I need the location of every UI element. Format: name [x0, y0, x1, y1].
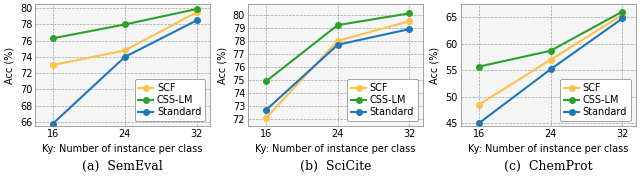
SCF [262, 117, 269, 119]
SCF [49, 64, 57, 66]
CSS-LM [618, 10, 626, 13]
Standard [406, 28, 413, 30]
Line: SCF: SCF [50, 10, 200, 68]
X-axis label: Ky: Number of instance per class: Ky: Number of instance per class [255, 144, 415, 154]
Legend: SCF, CSS-LM, Standard: SCF, CSS-LM, Standard [134, 80, 205, 121]
X-axis label: Ky: Number of instance per class: Ky: Number of instance per class [42, 144, 203, 154]
Line: CSS-LM: CSS-LM [476, 9, 625, 69]
Line: SCF: SCF [476, 12, 625, 108]
Legend: SCF, CSS-LM, Standard: SCF, CSS-LM, Standard [561, 80, 631, 121]
SCF [618, 14, 626, 16]
Line: CSS-LM: CSS-LM [263, 11, 412, 84]
CSS-LM [334, 24, 342, 26]
SCF [193, 11, 200, 13]
Line: CSS-LM: CSS-LM [50, 6, 200, 41]
Text: (c)  ChemProt: (c) ChemProt [504, 160, 593, 173]
Standard [121, 56, 129, 58]
CSS-LM [262, 80, 269, 83]
SCF [334, 40, 342, 42]
Line: Standard: Standard [476, 16, 625, 126]
CSS-LM [49, 37, 57, 39]
Y-axis label: Acc (%): Acc (%) [4, 46, 14, 84]
Text: (b)  SciCite: (b) SciCite [300, 160, 371, 173]
Standard [618, 17, 626, 20]
Line: Standard: Standard [50, 18, 200, 126]
Standard [547, 68, 554, 70]
SCF [475, 104, 483, 106]
CSS-LM [475, 66, 483, 68]
Y-axis label: Acc (%): Acc (%) [430, 46, 440, 84]
CSS-LM [547, 50, 554, 52]
CSS-LM [193, 8, 200, 10]
Line: SCF: SCF [263, 18, 412, 121]
Standard [49, 122, 57, 125]
SCF [406, 20, 413, 22]
Standard [193, 19, 200, 21]
Line: Standard: Standard [263, 26, 412, 113]
Y-axis label: Acc (%): Acc (%) [217, 46, 227, 84]
SCF [547, 59, 554, 61]
Legend: SCF, CSS-LM, Standard: SCF, CSS-LM, Standard [348, 80, 418, 121]
SCF [121, 49, 129, 51]
Standard [334, 44, 342, 46]
CSS-LM [121, 23, 129, 26]
CSS-LM [406, 12, 413, 14]
Standard [475, 122, 483, 124]
Text: (a)  SemEval: (a) SemEval [82, 160, 163, 173]
Standard [262, 109, 269, 111]
X-axis label: Ky: Number of instance per class: Ky: Number of instance per class [468, 144, 628, 154]
